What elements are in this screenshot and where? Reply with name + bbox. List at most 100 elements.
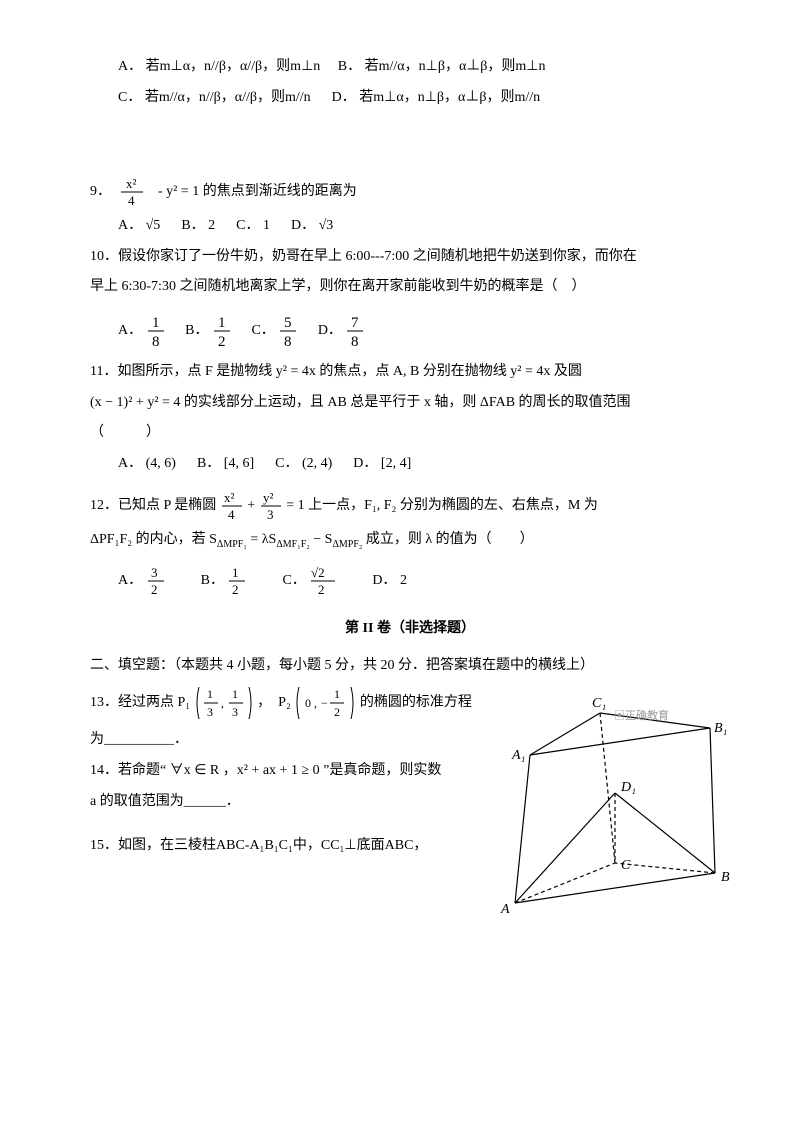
q9-valC: 1	[263, 218, 270, 233]
q11-t3: （ ）	[90, 425, 160, 440]
q9-optA: A．	[118, 218, 142, 233]
q8-optD-label: D．	[332, 90, 356, 105]
q12-optC: C．	[282, 573, 305, 588]
svg-text:1: 1	[152, 315, 160, 331]
q12-line1: 12．已知点 P 是椭圆 x²4 + y²3 = 1 上一点，F₁, F₂ 分别…	[90, 489, 730, 523]
q11-t1: 如图所示，点 F 是抛物线 y² = 4x 的焦点，点 A, B 分别在抛物线 …	[117, 364, 581, 379]
q12-t2d: 成立，则 λ 的值为（ ）	[366, 532, 534, 547]
q13-t1c: 的椭圆的标准方程	[360, 696, 472, 711]
svg-text:3: 3	[151, 565, 158, 580]
q9-optB: B．	[181, 218, 204, 233]
exam-page: A． 若m⊥α，n//β，α//β，则m⊥n B． 若m//α，n⊥β，α⊥β，…	[0, 0, 800, 894]
q13-p2: 0 , − 1 2	[294, 683, 356, 723]
svg-text:4: 4	[128, 193, 135, 208]
q10-fracA: 18	[146, 313, 168, 349]
svg-text:−: −	[321, 696, 328, 710]
svg-text:D₁: D₁	[620, 780, 636, 795]
q10-fracC: 58	[278, 313, 300, 349]
svg-text:√2: √2	[311, 565, 325, 580]
q9-options: A． √5 B． 2 C． 1 D． √3	[90, 213, 730, 240]
q14-num: 14．	[90, 763, 118, 778]
q11-t2: (x − 1)² + y² = 4 的实线部分上运动，且 AB 总是平行于 x …	[90, 395, 631, 410]
svg-text:▣正确教育: ▣正确教育	[614, 708, 669, 722]
q9-optD: D．	[291, 218, 315, 233]
q12-t2a: ΔPF₁F₂ 的内心，若 S	[90, 532, 217, 547]
prism-diagram: C₁B₁A₁CBAD₁▣正确教育	[500, 693, 740, 923]
section2-title: 第 II 卷（非选择题）	[90, 616, 730, 643]
q12-optD: D．	[372, 573, 396, 588]
svg-text:8: 8	[152, 334, 160, 349]
q12-vD: 2	[400, 573, 407, 588]
q12-fracC: √22	[309, 564, 337, 598]
q10-text1: 假设你家订了一份牛奶，奶哥在早上 6:00---7:00 之间随机地把牛奶送到你…	[118, 249, 637, 264]
fill-title: 二、填空题：（本题共 4 小题，每小题 5 分，共 20 分．把答案填在题中的横…	[90, 653, 730, 680]
q12-sub2: ΔMF₁F₂	[276, 539, 309, 550]
q12-optB: B．	[201, 573, 224, 588]
q11-line3: （ ）	[90, 420, 730, 447]
svg-text:1: 1	[207, 687, 213, 701]
svg-text:C: C	[621, 858, 631, 873]
svg-text:2: 2	[232, 582, 239, 597]
svg-text:2: 2	[334, 705, 340, 719]
q10-optC: C．	[251, 323, 274, 338]
q11-options: A． (4, 6) B． [4, 6] C． (2, 4) D． [2, 4]	[90, 451, 730, 478]
q10-fracD: 78	[345, 313, 367, 349]
svg-text:2: 2	[218, 334, 226, 349]
q9-valA: √5	[146, 218, 161, 233]
svg-text:B: B	[721, 870, 730, 885]
q12-sub1: ΔMPF₁	[217, 539, 247, 550]
q11-num: 11．	[90, 364, 117, 379]
svg-text:1: 1	[232, 565, 239, 580]
svg-text:4: 4	[228, 507, 235, 522]
q8-optB-label: B．	[338, 59, 361, 74]
q13-t1b: ， P₂	[257, 696, 291, 711]
q12-options: A． 32 B． 12 C． √22 D． 2	[90, 558, 730, 598]
q8-row2: C． 若m//α，n//β，α//β，则m//n D． 若m⊥α，n⊥β，α⊥β…	[90, 85, 730, 112]
q12-t2c: − S	[313, 532, 332, 547]
q9-eq-rest: - y² = 1	[158, 184, 199, 199]
svg-text:3: 3	[267, 507, 274, 522]
q11-vB: [4, 6]	[224, 456, 254, 471]
q13-line1: 13．经过两点 P₁ 1 3 , 1 3 ， P₂ 0 , − 1	[90, 683, 490, 723]
q12-fracB: 12	[227, 564, 247, 598]
q9-valD: √3	[319, 218, 334, 233]
svg-text:7: 7	[351, 315, 359, 331]
q11-vA: (4, 6)	[146, 456, 176, 471]
q12-t1a: 已知点 P 是椭圆	[118, 499, 220, 514]
q9-optC: C．	[236, 218, 259, 233]
q11-vC: (2, 4)	[302, 456, 332, 471]
q11-line1: 11．如图所示，点 F 是抛物线 y² = 4x 的焦点，点 A, B 分别在抛…	[90, 359, 730, 386]
q12-t2b: = λS	[250, 532, 276, 547]
q10-text2: 早上 6:30-7:30 之间随机地离家上学，则你在离开家前能收到牛奶的概率是（…	[90, 279, 585, 294]
q8-optC-label: C．	[118, 90, 141, 105]
svg-text:2: 2	[318, 582, 325, 597]
q11-optB: B．	[197, 456, 220, 471]
q13-block: 13．经过两点 P₁ 1 3 , 1 3 ， P₂ 0 , − 1	[90, 683, 730, 859]
q15-num: 15．	[90, 838, 118, 853]
q9-valB: 2	[208, 218, 215, 233]
svg-text:1: 1	[232, 687, 238, 701]
q11-optC: C．	[275, 456, 298, 471]
svg-text:C₁: C₁	[592, 696, 606, 711]
q8-optA-label: A．	[118, 59, 142, 74]
svg-text:x²: x²	[126, 176, 137, 191]
q9-tail: 的焦点到渐近线的距离为	[203, 184, 357, 199]
q9-num: 9．	[90, 184, 111, 199]
q9-fraction: x² 4	[115, 175, 155, 209]
q12-sub3: ΔMPF₂	[332, 539, 362, 550]
svg-text:5: 5	[284, 315, 292, 331]
q8-optB-text: 若m//α，n⊥β，α⊥β，则m⊥n	[365, 59, 546, 74]
svg-text:y²: y²	[263, 490, 274, 505]
q8-optC-text: 若m//α，n//β，α//β，则m//n	[145, 90, 311, 105]
q12-num: 12．	[90, 499, 118, 514]
q12-t1c: = 1 上一点，F₁, F₂ 分别为椭圆的左、右焦点，M 为	[286, 499, 598, 514]
q13-t1a: 经过两点 P₁	[118, 696, 190, 711]
q11-vD: [2, 4]	[381, 456, 411, 471]
svg-text:2: 2	[151, 582, 158, 597]
q8-row1: A． 若m⊥α，n//β，α//β，则m⊥n B． 若m//α，n⊥β，α⊥β，…	[90, 54, 730, 81]
q10-fracB: 12	[212, 313, 234, 349]
q10-optB: B．	[185, 323, 208, 338]
q10-optD: D．	[318, 323, 342, 338]
q11-line2: (x − 1)² + y² = 4 的实线部分上运动，且 AB 总是平行于 x …	[90, 390, 730, 417]
svg-text:B₁: B₁	[714, 721, 727, 736]
